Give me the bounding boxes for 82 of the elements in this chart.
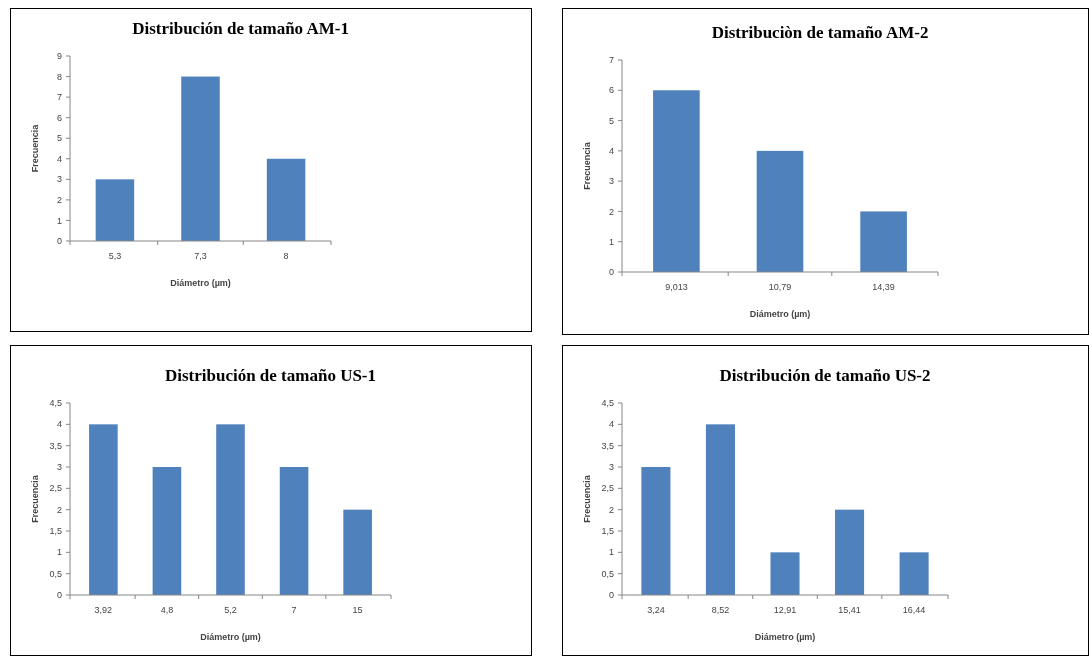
y-tick-label: 3 [608,176,614,187]
y-tick-label: 4 [56,419,62,430]
y-tick-label: 4,5 [49,398,62,409]
y-axis-title: Frecuencia [30,123,40,173]
x-tick-label: 9,013 [665,282,688,292]
bar [216,424,245,595]
bar [343,509,372,595]
y-tick-label: 0,5 [49,568,62,579]
y-tick-label: 1 [608,236,614,247]
y-tick-label: 1 [608,547,614,558]
y-tick-label: 2 [608,206,614,217]
bar [899,552,929,595]
x-axis-title: Diámetro (µm) [749,309,811,319]
chart-title: Distribución de tamaño US-1 [164,366,377,385]
y-tick-label: 3,5 [49,440,62,451]
x-tick-label: 12,91 [773,605,797,615]
x-tick-label: 3,92 [94,605,113,615]
bar [705,424,735,595]
x-tick-label: 8 [283,251,289,261]
y-tick-label: 6 [608,85,614,96]
y-tick-label: 4 [608,419,614,430]
x-axis-title: Diámetro (µm) [754,632,816,642]
bar [770,552,800,595]
y-axis-title: Frecuencia [582,474,592,523]
y-tick-label: 9 [56,51,62,62]
bar [266,158,306,241]
y-tick-label: 0 [608,590,614,601]
chart-title: Distribución de tamaño US-2 [719,366,931,385]
bar [89,424,118,595]
y-tick-label: 3 [608,462,614,473]
bar [641,467,671,595]
x-axis-title: Diámetro (µm) [170,278,231,288]
y-tick-label: 4 [608,146,614,157]
y-tick-label: 6 [56,112,62,123]
x-tick-label: 3,24 [647,605,665,615]
bar [835,509,865,595]
y-tick-label: 4,5 [601,398,614,409]
y-tick-label: 7 [608,55,614,66]
x-tick-label: 14,39 [872,282,895,292]
x-tick-label: 4,8 [160,605,174,615]
y-axis-title: Frecuencia [30,474,40,523]
y-axis-title: Frecuencia [582,141,592,190]
y-tick-label: 0 [608,267,614,278]
bar [860,211,907,272]
bar [181,76,220,241]
y-tick-label: 3 [56,462,62,473]
y-tick-label: 1,5 [49,526,62,537]
x-tick-label: 15 [352,605,363,615]
y-tick-label: 2 [56,504,62,515]
x-tick-label: 5,3 [108,251,122,261]
y-tick-label: 0 [56,236,62,247]
y-tick-label: 4 [56,153,62,164]
y-tick-label: 5 [56,133,62,144]
x-tick-label: 8,52 [711,605,730,615]
y-tick-label: 5 [608,115,614,126]
y-tick-label: 1,5 [601,526,614,537]
y-tick-label: 0 [56,590,62,601]
y-tick-label: 1 [56,215,62,226]
chart-title: Distribuciòn de tamaño AM-2 [711,23,929,42]
y-tick-label: 2,5 [601,483,614,494]
x-tick-label: 7,3 [194,251,207,261]
x-axis-title: Diámetro (µm) [200,632,261,642]
x-tick-label: 7 [291,605,297,615]
x-tick-label: 10,79 [768,282,792,292]
y-tick-label: 3,5 [601,440,614,451]
y-tick-label: 3 [56,174,62,185]
bar [279,467,309,595]
bar [152,467,182,595]
y-tick-label: 2 [56,195,62,206]
y-tick-label: 7 [56,92,62,103]
y-tick-label: 2 [608,504,614,515]
bar [653,90,700,272]
bar [756,150,804,272]
y-tick-label: 2,5 [49,483,62,494]
y-tick-label: 8 [56,71,62,82]
y-tick-label: 1 [56,547,62,558]
bar [95,179,135,241]
x-tick-label: 16,44 [902,605,926,615]
x-tick-label: 5,2 [224,605,237,615]
y-tick-label: 0,5 [601,568,614,579]
x-tick-label: 15,41 [838,605,861,615]
chart-title: Distribución de tamaño AM-1 [132,19,349,38]
